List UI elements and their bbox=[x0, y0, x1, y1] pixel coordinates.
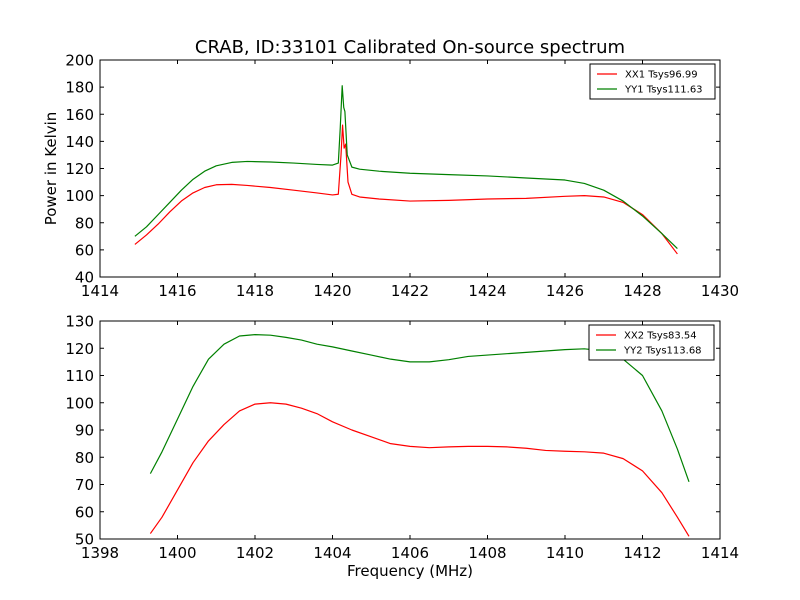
series-line-xx1 bbox=[134, 124, 678, 255]
y-tick-label: 60 bbox=[75, 241, 94, 259]
series-line-yy1 bbox=[134, 85, 678, 249]
bottom-panel-ticks: 1398 1400 1402 1404 1406 1408 1410 1412 1414 50 60… bbox=[65, 313, 739, 563]
x-tick-label: 1414 bbox=[81, 282, 119, 300]
x-tick-label: 1414 bbox=[701, 544, 739, 562]
y-tick-label: 100 bbox=[65, 394, 94, 412]
x-tick-label: 1412 bbox=[623, 544, 661, 562]
y-tick-label: 100 bbox=[65, 187, 94, 205]
x-tick-label: 1416 bbox=[158, 282, 196, 300]
legend-label-yy1: YY1 Tsys111.63 bbox=[624, 85, 703, 96]
top-panel-ticks: 1414 1416 1418 1420 1422 1424 1426 1428 1430 40 60… bbox=[65, 52, 739, 301]
top-panel-lines bbox=[134, 85, 678, 255]
y-tick-label: 120 bbox=[65, 160, 94, 178]
legend-label-xx2: XX2 Tsys83.54 bbox=[624, 331, 697, 342]
x-tick-label: 1406 bbox=[391, 544, 429, 562]
x-tick-label: 1404 bbox=[313, 544, 351, 562]
x-tick-label: 1408 bbox=[468, 544, 506, 562]
y-tick-label: 110 bbox=[65, 367, 94, 385]
x-tick-label: 1402 bbox=[236, 544, 274, 562]
chart-title: CRAB, ID:33101 Calibrated On-source spec… bbox=[195, 37, 625, 58]
x-tick-label: 1410 bbox=[546, 544, 584, 562]
x-tick-label: 1430 bbox=[701, 282, 739, 300]
x-tick-label: 1418 bbox=[236, 282, 274, 300]
top-legend-box bbox=[589, 63, 716, 100]
x-tick-label: 1422 bbox=[391, 282, 429, 300]
x-tick-label: 1426 bbox=[546, 282, 584, 300]
x-tick-label: 1428 bbox=[623, 282, 661, 300]
y-tick-label: 140 bbox=[65, 133, 94, 151]
y-tick-label: 70 bbox=[75, 476, 94, 494]
x-tick-label: 1398 bbox=[81, 544, 119, 562]
y-tick-label: 90 bbox=[75, 422, 94, 440]
bottom-legend: XX2 Tsys83.54 YY2 Tsys113.68 bbox=[588, 324, 715, 361]
y-tick-label: 130 bbox=[65, 313, 94, 331]
y-tick-label: 60 bbox=[75, 503, 94, 521]
y-axis-label: Power in Kelvin bbox=[42, 112, 60, 226]
bottom-panel: 1398 1400 1402 1404 1406 1408 1410 1412 1414 50 60… bbox=[65, 313, 739, 581]
y-tick-label: 50 bbox=[75, 531, 94, 549]
x-tick-label: 1400 bbox=[158, 544, 196, 562]
x-tick-label: 1424 bbox=[468, 282, 506, 300]
y-tick-label: 80 bbox=[75, 214, 94, 232]
top-legend: XX1 Tsys96.99 YY1 Tsys111.63 bbox=[589, 63, 716, 100]
series-line-xx2 bbox=[149, 402, 690, 537]
y-tick-label: 160 bbox=[65, 106, 94, 124]
y-tick-label: 200 bbox=[65, 52, 94, 70]
legend-label-yy2: YY2 Tsys113.68 bbox=[623, 346, 702, 357]
x-axis-label: Frequency (MHz) bbox=[347, 562, 473, 580]
x-tick-label: 1420 bbox=[313, 282, 351, 300]
legend-label-xx1: XX1 Tsys96.99 bbox=[625, 70, 698, 81]
y-tick-label: 40 bbox=[75, 269, 94, 287]
y-tick-label: 120 bbox=[65, 340, 94, 358]
y-tick-label: 80 bbox=[75, 449, 94, 467]
top-panel: 1414 1416 1418 1420 1422 1424 1426 1428 1430 40 60… bbox=[42, 52, 739, 301]
bottom-legend-box bbox=[588, 324, 715, 361]
y-tick-label: 180 bbox=[65, 79, 94, 97]
